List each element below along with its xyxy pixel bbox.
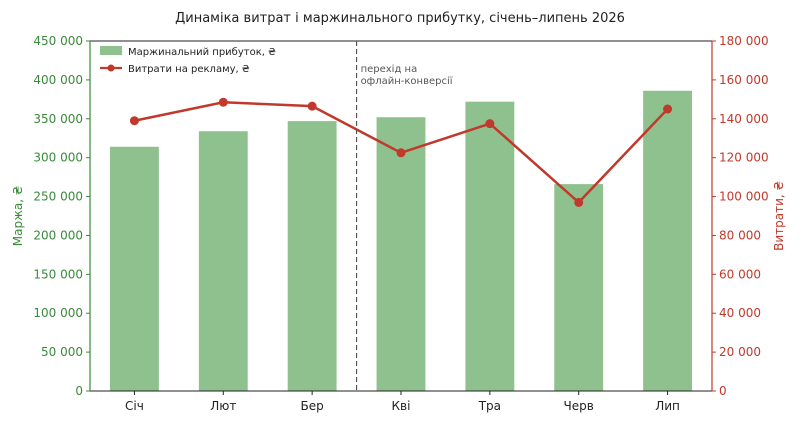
legend: Маржинальний прибуток, ₴ Витрати на рекл… [100, 46, 276, 75]
x-tick-label: Черв [564, 399, 594, 413]
annotation-text-line-1: перехід на [361, 63, 418, 75]
chart-title: Динаміка витрат і маржинального прибутку… [175, 11, 625, 26]
line-point-Бер [307, 101, 317, 111]
line-point-Лип [663, 104, 673, 114]
bar-series [109, 90, 693, 392]
line-point-Черв [574, 197, 584, 207]
right-axis-ticks: 0 20 000 40 000 60 000 80 000 100 000 120 000 1… [712, 34, 769, 398]
left-tick-label: 250 000 [33, 190, 83, 204]
line-point-Кві [396, 148, 406, 158]
left-tick-label: 350 000 [33, 112, 83, 126]
x-tick-label: Січ [125, 399, 144, 413]
axes [89, 40, 713, 392]
left-tick-label: 300 000 [33, 151, 83, 165]
annotation: перехід на офлайн-конверсії [355, 41, 453, 391]
left-axis-ticks: 0 50 000 100 000 150 000 200 000 250 000 300 0… [33, 34, 90, 398]
x-axis-ticks: Січ Лют Бер Кві Тра Черв Лип [125, 391, 680, 413]
left-tick-label: 150 000 [33, 267, 83, 281]
left-tick-label: 450 000 [33, 34, 83, 48]
legend-line-label: Витрати на рекламу, ₴ [128, 64, 250, 75]
right-tick-label: 60 000 [719, 267, 761, 281]
right-tick-label: 20 000 [719, 345, 761, 359]
left-tick-label: 50 000 [41, 345, 83, 359]
bar-Січ [109, 146, 159, 391]
right-tick-label: 100 000 [719, 190, 769, 204]
line-point-Січ [129, 116, 139, 126]
legend-bar-label: Маржинальний прибуток, ₴ [128, 47, 276, 58]
right-tick-label: 120 000 [719, 151, 769, 165]
left-tick-label: 0 [75, 384, 83, 398]
x-tick-label: Кві [392, 399, 411, 413]
left-tick-label: 400 000 [33, 73, 83, 87]
left-tick-label: 100 000 [33, 306, 83, 320]
bar-Кві [376, 117, 426, 391]
line-point-Тра [485, 119, 495, 129]
line-point-Лют [218, 97, 228, 107]
bar-Бер [287, 121, 337, 391]
right-tick-label: 180 000 [719, 34, 769, 48]
bar-Тра [465, 101, 515, 392]
x-tick-label: Тра [478, 399, 501, 413]
right-tick-label: 80 000 [719, 228, 761, 242]
x-tick-label: Бер [301, 399, 324, 413]
right-tick-label: 40 000 [719, 306, 761, 320]
legend-line-marker [107, 64, 115, 72]
right-tick-label: 160 000 [719, 73, 769, 87]
legend-bar-swatch [100, 46, 122, 55]
bar-Лип [643, 90, 693, 392]
left-axis-label: Маржа, ₴ [11, 186, 25, 246]
bar-Черв [554, 184, 604, 391]
left-tick-label: 200 000 [33, 228, 83, 242]
right-tick-label: 140 000 [719, 112, 769, 126]
bar-Лют [198, 131, 248, 391]
annotation-text-line-2: офлайн-конверсії [361, 75, 453, 87]
x-tick-label: Лют [210, 399, 236, 413]
right-axis-label: Витрати, ₴ [772, 181, 786, 251]
right-tick-label: 0 [719, 384, 727, 398]
line-series [129, 97, 673, 207]
x-tick-label: Лип [655, 399, 680, 413]
